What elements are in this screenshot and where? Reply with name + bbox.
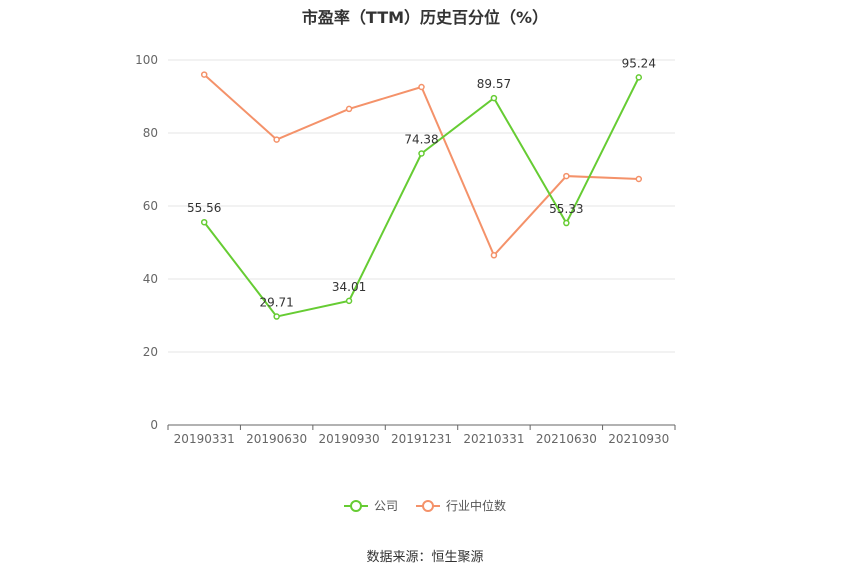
y-tick-label: 40	[143, 272, 158, 286]
y-tick-label: 60	[143, 199, 158, 213]
data-label-company: 29.71	[259, 296, 293, 310]
data-source: 数据来源：恒生聚源	[366, 550, 484, 565]
data-point-company	[200, 218, 208, 226]
data-point-industry-median	[345, 105, 353, 113]
x-tick-label: 20210630	[536, 432, 597, 446]
legend-label-company: 公司	[373, 499, 398, 513]
y-tick-label: 100	[135, 53, 158, 67]
x-tick-label: 20210331	[463, 432, 524, 446]
y-tick-label: 80	[143, 126, 158, 140]
x-tick-label: 20190331	[174, 432, 235, 446]
data-label-company: 55.56	[187, 201, 221, 215]
data-point-company	[418, 150, 425, 157]
data-label-company: 95.24	[622, 56, 656, 70]
data-point-industry-median	[200, 71, 208, 78]
x-tick-label: 20191231	[391, 432, 452, 446]
x-tick-label: 20190630	[246, 432, 307, 446]
legend-item-industry-median[interactable]: 行业中位数	[416, 497, 506, 514]
legend: 公司 行业中位数	[0, 497, 850, 514]
data-point-company	[345, 297, 353, 305]
data-label-company: 89.57	[477, 77, 511, 91]
series-line-company	[203, 76, 640, 318]
y-tick-label: 0	[150, 418, 158, 432]
x-tick-label: 20190930	[319, 432, 380, 446]
series-line-industry-median	[203, 73, 639, 258]
data-label-company: 55.33	[549, 202, 583, 216]
data-point-industry-median	[635, 175, 643, 183]
legend-item-company[interactable]: 公司	[343, 497, 398, 514]
legend-swatch-industry-median	[416, 499, 440, 513]
legend-label-industry-median: 行业中位数	[446, 499, 507, 513]
y-tick-label: 20	[143, 345, 158, 359]
data-label-company: 74.38	[404, 133, 438, 147]
data-point-company	[273, 313, 280, 320]
data-point-company	[563, 219, 570, 227]
data-label-company: 34.01	[332, 280, 366, 294]
data-point-industry-median	[563, 172, 570, 180]
data-point-company	[635, 74, 643, 81]
x-tick-label: 20210930	[608, 432, 669, 446]
data-point-company	[490, 94, 498, 102]
data-point-industry-median	[418, 83, 425, 91]
legend-swatch-company	[343, 499, 368, 513]
data-point-industry-median	[273, 136, 280, 143]
chart-canvas: 0 20 40 60 80 100 20190331 20190630 20190930 2019…	[135, 53, 676, 446]
data-point-industry-median	[490, 252, 498, 259]
chart-title: 市盈率（TTM）历史百分位（%）	[301, 8, 549, 27]
